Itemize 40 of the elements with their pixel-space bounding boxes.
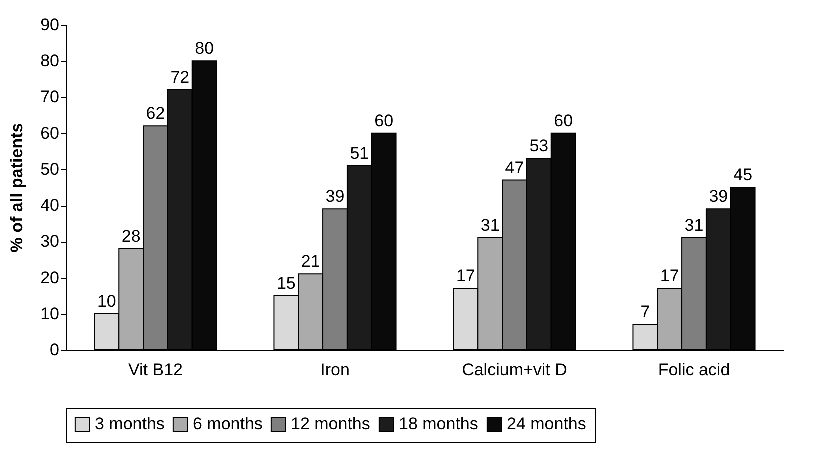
data-label: 39	[326, 187, 345, 206]
y-tick-label: 0	[50, 340, 60, 360]
y-tick-label: 50	[40, 160, 60, 179]
data-label: 10	[97, 292, 116, 311]
data-label: 7	[640, 302, 650, 322]
y-tick-label: 30	[40, 232, 60, 252]
data-label: 62	[146, 104, 166, 124]
legend-label: 24 months	[507, 414, 586, 434]
data-label: 17	[660, 266, 680, 286]
data-label: 31	[480, 216, 500, 236]
data-label: 60	[554, 111, 574, 130]
x-tick-label: Vit B12	[128, 360, 184, 380]
legend-label: 18 months	[399, 414, 478, 434]
data-label: 15	[276, 274, 296, 293]
legend-label: 12 months	[291, 414, 370, 434]
x-tick-label: Calcium+vit D	[462, 360, 568, 380]
y-tick-label: 20	[40, 268, 60, 288]
data-label: 53	[530, 136, 549, 156]
y-tick-label: 40	[40, 196, 60, 216]
x-tick-label: Folic acid	[658, 360, 730, 380]
data-label: 72	[170, 68, 190, 87]
data-label: 39	[709, 187, 728, 206]
data-label: 80	[195, 39, 214, 58]
y-axis-title: % of all patients	[8, 123, 27, 253]
data-label: 31	[684, 216, 704, 236]
y-tick-label: 10	[40, 304, 60, 324]
data-label: 47	[505, 158, 524, 178]
data-label: 51	[350, 144, 370, 163]
data-label: 17	[456, 266, 476, 286]
y-tick-label: 80	[40, 52, 60, 71]
x-tick-label: Iron	[320, 360, 350, 380]
data-label: 45	[734, 166, 753, 184]
data-label: 60	[374, 111, 394, 130]
data-label: 21	[301, 252, 320, 272]
legend-label: 6 months	[193, 414, 263, 434]
data-label: 28	[122, 226, 141, 246]
y-tick-label: 60	[40, 124, 60, 143]
y-tick-label: 70	[40, 88, 60, 107]
legend-label: 3 months	[95, 414, 165, 434]
y-tick-label: 90	[40, 16, 60, 34]
